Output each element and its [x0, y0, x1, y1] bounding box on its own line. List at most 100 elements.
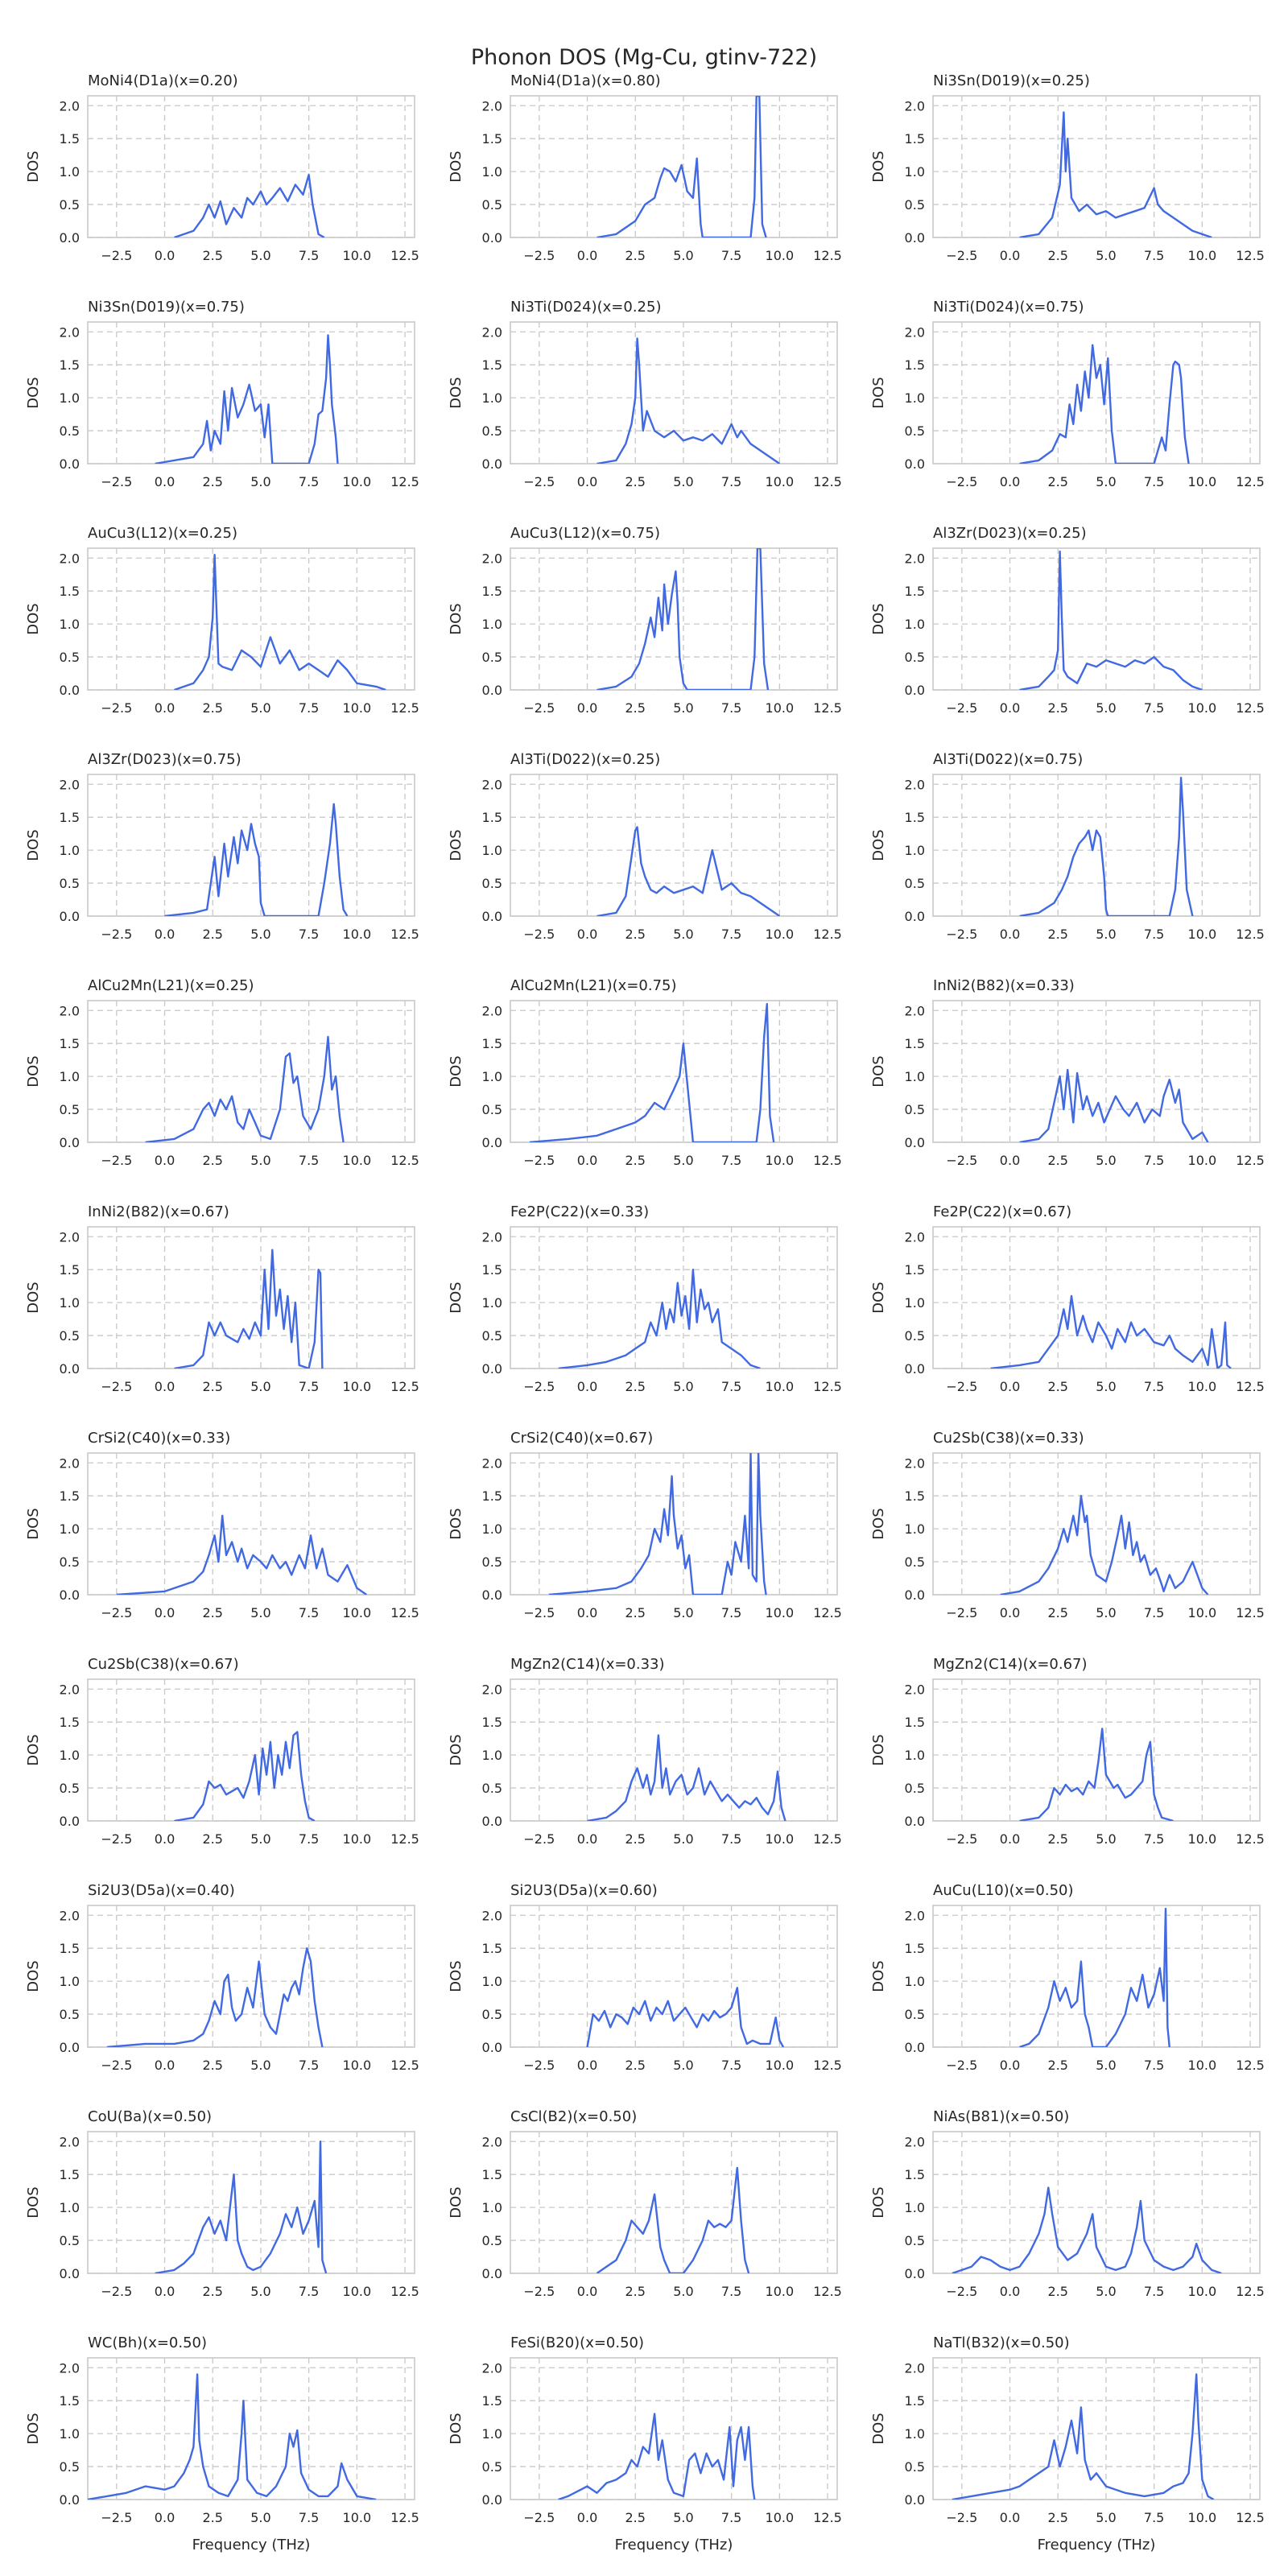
axes-frame — [932, 2357, 1261, 2500]
y-tick-label: 0.5 — [60, 1102, 80, 1117]
x-tick-label: 7.5 — [299, 927, 319, 942]
x-tick-label: 12.5 — [390, 474, 419, 489]
axes-frame — [510, 1226, 838, 1369]
y-axis-label: DOS — [870, 151, 887, 182]
y-tick-label: 2.0 — [60, 1229, 80, 1245]
y-tick-label: 2.0 — [60, 551, 80, 566]
dos-series-line — [1019, 776, 1194, 916]
axes-frame — [87, 1905, 415, 2048]
y-tick-label: 2.0 — [60, 324, 80, 340]
x-tick-label: 7.5 — [721, 927, 741, 942]
y-axis-label: DOS — [25, 1508, 42, 1539]
subplot-title: NiAs(B81)(x=0.50) — [933, 2108, 1069, 2125]
x-tick-label: 12.5 — [390, 1605, 419, 1620]
y-tick-label: 0.0 — [482, 2492, 502, 2508]
y-tick-label: 2.0 — [482, 551, 502, 566]
x-tick-label: 2.5 — [625, 2510, 646, 2525]
y-tick-label: 0.0 — [482, 683, 502, 698]
y-axis-label: DOS — [870, 1055, 887, 1087]
x-tick-label: 7.5 — [721, 2058, 741, 2073]
x-tick-label: 10.0 — [766, 248, 795, 263]
y-tick-label: 1.0 — [905, 1974, 925, 1989]
subplot: AlCu2Mn(L21)(x=0.75) −2.5 0.0 2.5 5.0 7.5 10.0… — [448, 977, 842, 1168]
x-tick-label: 0.0 — [155, 2510, 175, 2525]
x-tick-label: 10.0 — [766, 2510, 795, 2525]
dos-series-line — [174, 1731, 316, 1821]
x-tick-label: 7.5 — [299, 1605, 319, 1620]
x-tick-label: 0.0 — [1000, 1605, 1020, 1620]
y-tick-label: 2.0 — [905, 2134, 925, 2149]
axes-frame — [510, 1452, 838, 1596]
subplot-title: AuCu(L10)(x=0.50) — [933, 1882, 1074, 1899]
y-tick-label: 0.0 — [482, 909, 502, 924]
y-tick-label: 1.0 — [482, 1521, 502, 1537]
x-tick-label: 5.0 — [250, 1379, 270, 1394]
y-tick-label: 2.0 — [905, 1908, 925, 1923]
axes-frame — [932, 2131, 1261, 2274]
subplot-title: Ni3Sn(D019)(x=0.75) — [88, 299, 245, 316]
y-tick-label: 1.5 — [60, 2167, 80, 2182]
x-tick-label: 5.0 — [673, 1153, 693, 1168]
x-tick-label: 0.0 — [577, 927, 597, 942]
y-axis-label: DOS — [25, 829, 42, 861]
x-tick-label: 5.0 — [250, 700, 270, 716]
x-tick-label: 7.5 — [1144, 2510, 1164, 2525]
x-tick-label: 10.0 — [1188, 1605, 1217, 1620]
dos-series-line — [529, 1002, 775, 1142]
subplot-title: AuCu3(L12)(x=0.75) — [510, 525, 660, 542]
subplot-title: Al3Zr(D023)(x=0.75) — [88, 751, 242, 768]
dos-series-line — [155, 334, 339, 464]
y-tick-label: 0.0 — [905, 1814, 925, 1829]
y-tick-label: 2.0 — [905, 1682, 925, 1697]
x-tick-label: −2.5 — [946, 1379, 977, 1394]
x-tick-label: 12.5 — [390, 1379, 419, 1394]
y-tick-label: 0.5 — [905, 1554, 925, 1570]
x-tick-label: −2.5 — [946, 2284, 977, 2299]
x-tick-label: 12.5 — [1236, 248, 1265, 263]
y-tick-label: 1.5 — [482, 810, 502, 825]
subplot-title: Fe2P(C22)(x=0.67) — [933, 1203, 1071, 1220]
x-tick-label: 5.0 — [673, 1379, 693, 1394]
y-axis-label: DOS — [448, 1508, 464, 1539]
y-tick-label: 1.0 — [905, 1748, 925, 1763]
x-tick-label: 7.5 — [1144, 1605, 1164, 1620]
axes-frame — [932, 95, 1261, 238]
y-tick-label: 2.0 — [482, 1229, 502, 1245]
y-tick-label: 1.5 — [905, 584, 925, 599]
dos-series-line — [952, 2373, 1215, 2500]
x-tick-label: 2.5 — [625, 1831, 646, 1847]
y-axis-label: DOS — [870, 1508, 887, 1539]
subplot-title: Ni3Ti(D024)(x=0.25) — [510, 299, 661, 316]
x-tick-label: 0.0 — [155, 2058, 175, 2073]
y-tick-label: 0.0 — [60, 1814, 80, 1829]
y-tick-label: 0.5 — [905, 1102, 925, 1117]
subplot: AlCu2Mn(L21)(x=0.25) −2.5 0.0 2.5 5.0 7.5 10.0… — [25, 977, 419, 1168]
x-tick-label: 12.5 — [1236, 1605, 1265, 1620]
y-tick-label: 0.0 — [60, 456, 80, 472]
x-tick-label: −2.5 — [101, 1605, 132, 1620]
y-axis-label: DOS — [448, 1055, 464, 1087]
y-tick-label: 1.5 — [482, 2167, 502, 2182]
x-tick-label: 0.0 — [1000, 248, 1020, 263]
x-tick-label: 2.5 — [203, 2510, 223, 2525]
x-tick-label: 0.0 — [155, 474, 175, 489]
dos-series-line — [597, 826, 781, 916]
x-tick-label: 7.5 — [721, 1605, 741, 1620]
x-tick-label: 10.0 — [1188, 2510, 1217, 2525]
x-tick-label: 12.5 — [813, 1831, 842, 1847]
x-tick-label: −2.5 — [523, 700, 555, 716]
axes-frame — [510, 95, 838, 238]
y-tick-label: 1.0 — [60, 1521, 80, 1537]
x-tick-label: 12.5 — [390, 248, 419, 263]
y-tick-label: 0.0 — [905, 456, 925, 472]
y-tick-label: 2.0 — [60, 2360, 80, 2376]
x-tick-label: 12.5 — [390, 2284, 419, 2299]
y-tick-label: 1.0 — [482, 164, 502, 180]
y-axis-label: DOS — [870, 2186, 887, 2218]
x-tick-label: 12.5 — [1236, 1153, 1265, 1168]
x-tick-label: −2.5 — [101, 700, 132, 716]
x-tick-label: 0.0 — [1000, 1831, 1020, 1847]
x-tick-label: −2.5 — [101, 927, 132, 942]
y-tick-label: 1.5 — [905, 1262, 925, 1278]
x-tick-label: 12.5 — [813, 1379, 842, 1394]
